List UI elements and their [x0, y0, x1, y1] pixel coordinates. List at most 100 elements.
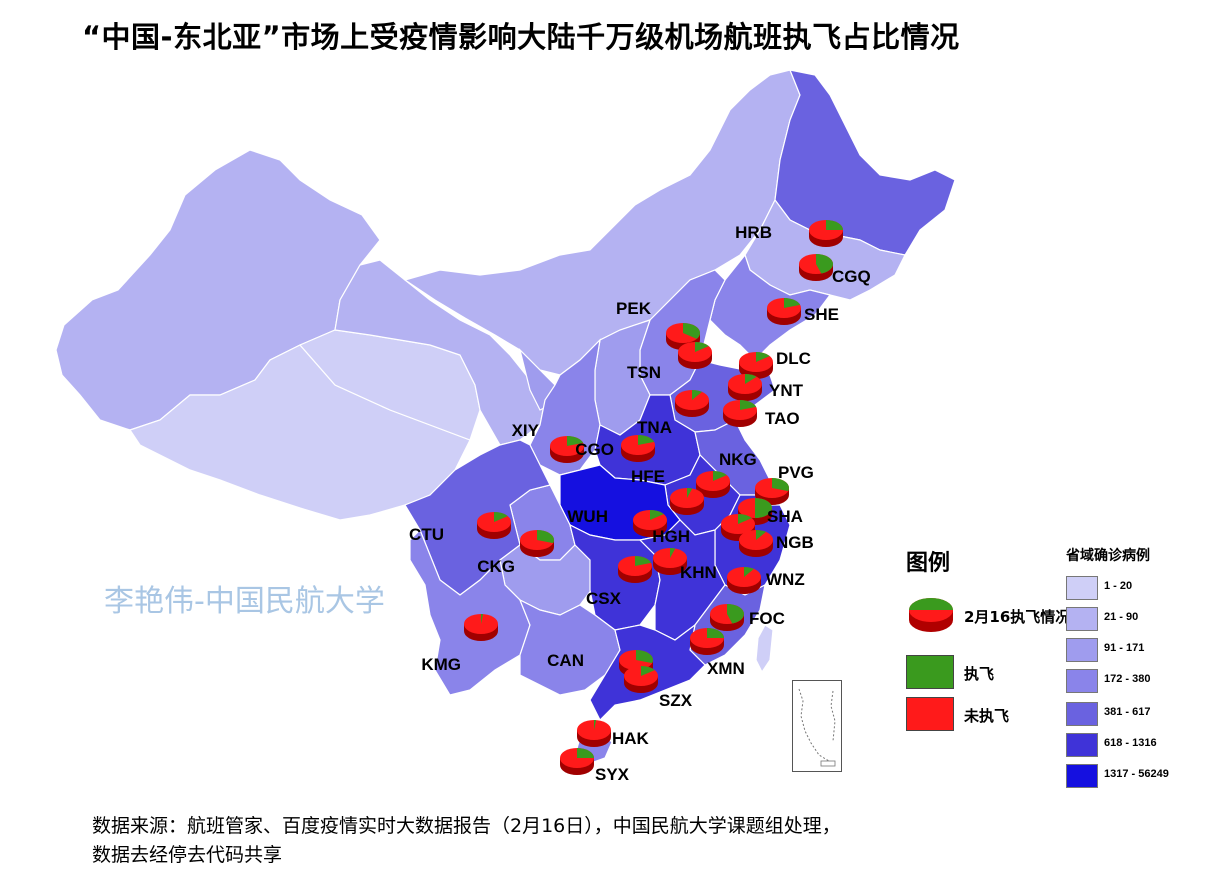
- source-line-1: 数据来源：航班管家、百度疫情实时大数据报告（2月16日），中国民航大学课题组处理…: [92, 815, 841, 837]
- pie-slice-flown: [772, 478, 790, 492]
- airport-pie-cgq: CGQ: [799, 254, 871, 286]
- pie-slice-flown: [816, 254, 834, 274]
- south-china-sea-inset: [792, 680, 842, 772]
- airport-label-cgq: CGQ: [832, 267, 871, 286]
- pie-slice-flown: [537, 530, 554, 544]
- airport-label-tna: TNA: [637, 418, 672, 437]
- airport-pie-khn: KHN: [653, 548, 717, 582]
- airport-pie-wnz: WNZ: [727, 567, 805, 594]
- legend-flown-label: 执飞: [964, 665, 995, 683]
- scale-label: 1317 - 56249: [1104, 768, 1169, 780]
- airport-pie-nkg: NKG: [696, 450, 757, 498]
- pie-slice-flown: [577, 748, 594, 758]
- airport-pie-kmg: KMG: [421, 614, 498, 674]
- legend-pie-icon: [909, 598, 953, 632]
- legend-flown-swatch: [906, 655, 954, 689]
- airport-label-dlc: DLC: [776, 349, 811, 368]
- airport-label-pvg: PVG: [778, 463, 814, 482]
- scale-swatch: [1066, 764, 1098, 788]
- airport-pie-csx: CSX: [586, 556, 652, 608]
- pie-slice-flown: [744, 567, 754, 577]
- airport-pie-pvg: PVG: [755, 463, 814, 505]
- scale-label: 1 - 20: [1104, 580, 1133, 592]
- pie-slice-flown: [713, 471, 727, 481]
- scale-class: 91 - 171: [1066, 638, 1186, 664]
- airport-label-sha: SHA: [767, 507, 803, 526]
- airport-label-ynt: YNT: [769, 381, 804, 400]
- scale-label: 172 - 380: [1104, 673, 1151, 685]
- pie-slice-flown: [695, 342, 709, 352]
- pie-slice-flown: [594, 720, 597, 730]
- airport-pie-szx: SZX: [624, 666, 693, 710]
- pie-slice-flown: [638, 435, 655, 445]
- airport-label-xmn: XMN: [707, 659, 745, 678]
- airport-label-hrb: HRB: [735, 223, 772, 242]
- pie-slice-flown: [683, 323, 700, 339]
- province-yunnan: [409, 528, 531, 696]
- airport-label-wnz: WNZ: [766, 570, 805, 589]
- case-scale-title: 省域确诊病例: [1066, 548, 1150, 564]
- scale-swatch: [1066, 702, 1098, 726]
- pie-slice-flown: [745, 374, 757, 384]
- legend-flown-row: 执飞: [906, 655, 1076, 695]
- legend-not-flown-swatch: [906, 697, 954, 731]
- airport-pie-tsn: TSN: [627, 342, 712, 382]
- airport-pie-hfe: HFE: [631, 467, 704, 515]
- pie-slice-flown: [756, 530, 766, 540]
- scale-class: 1 - 20: [1066, 576, 1186, 602]
- province-taiwan: [755, 624, 774, 674]
- source-note: 数据来源：航班管家、百度疫情实时大数据报告（2月16日），中国民航大学课题组处理…: [92, 812, 841, 870]
- airport-pie-tna: TNA: [637, 390, 709, 437]
- airport-label-cgo: CGO: [575, 440, 614, 459]
- pie-slice-flown: [740, 400, 757, 410]
- airport-pie-ctu: CTU: [409, 512, 511, 544]
- province-heilongjiang: [774, 69, 956, 256]
- pie-slice-flown: [692, 390, 702, 400]
- pie-slice-flown: [707, 628, 724, 638]
- airport-pie-wuh: WUH: [567, 507, 667, 537]
- airport-label-ngb: NGB: [776, 533, 814, 552]
- airport-pie-hrb: HRB: [735, 220, 843, 247]
- airport-pie-xiy: XIY: [512, 421, 584, 463]
- pie-slice-flown: [826, 220, 843, 230]
- airport-label-hgh: HGH: [652, 527, 690, 546]
- scale-label: 381 - 617: [1104, 706, 1151, 718]
- airport-label-hfe: HFE: [631, 467, 665, 486]
- pie-slice-flown: [755, 498, 772, 518]
- pie-slice-flown: [636, 650, 653, 664]
- airport-label-hak: HAK: [612, 729, 650, 748]
- pie-slice-flown: [635, 556, 652, 566]
- airport-label-szx: SZX: [659, 691, 693, 710]
- pie-slice-flown: [727, 604, 744, 624]
- airport-label-foc: FOC: [749, 609, 785, 628]
- map-title: “中国-东北亚”市场上受疫情影响大陆千万级机场航班执飞占比情况: [82, 20, 960, 54]
- pie-slice-flown: [567, 436, 584, 446]
- airport-label-can: CAN: [547, 651, 584, 670]
- scale-class: 21 - 90: [1066, 607, 1186, 633]
- airport-label-ctu: CTU: [409, 525, 444, 544]
- airport-pie-syx: SYX: [560, 748, 630, 784]
- airport-pie-ynt: YNT: [728, 374, 804, 401]
- airport-label-tao: TAO: [765, 409, 800, 428]
- legend-pie-label: 2月16执飞情况: [964, 608, 1071, 626]
- scale-swatch: [1066, 576, 1098, 600]
- scale-label: 91 - 171: [1104, 642, 1145, 654]
- scale-class: 381 - 617: [1066, 702, 1186, 728]
- airport-label-kmg: KMG: [421, 655, 461, 674]
- scale-class: 618 - 1316: [1066, 733, 1186, 759]
- airport-pie-hak: HAK: [577, 720, 650, 748]
- airport-label-syx: SYX: [595, 765, 630, 784]
- airport-label-pek: PEK: [616, 299, 652, 318]
- airport-pie-ngb: NGB: [739, 530, 814, 557]
- pie-slice-flown: [687, 488, 693, 498]
- airport-pie-cgo: CGO: [575, 435, 655, 462]
- source-line-2: 数据去经停去代码共享: [92, 844, 283, 866]
- airport-label-she: SHE: [804, 305, 839, 324]
- airport-pie-foc: FOC: [710, 604, 785, 631]
- pie-slice-flown: [784, 298, 801, 308]
- scale-label: 618 - 1316: [1104, 737, 1157, 749]
- pie-slice-flown: [641, 666, 655, 676]
- airport-label-xiy: XIY: [512, 421, 540, 440]
- pie-slice-flown: [650, 510, 664, 520]
- airport-label-nkg: NKG: [719, 450, 757, 469]
